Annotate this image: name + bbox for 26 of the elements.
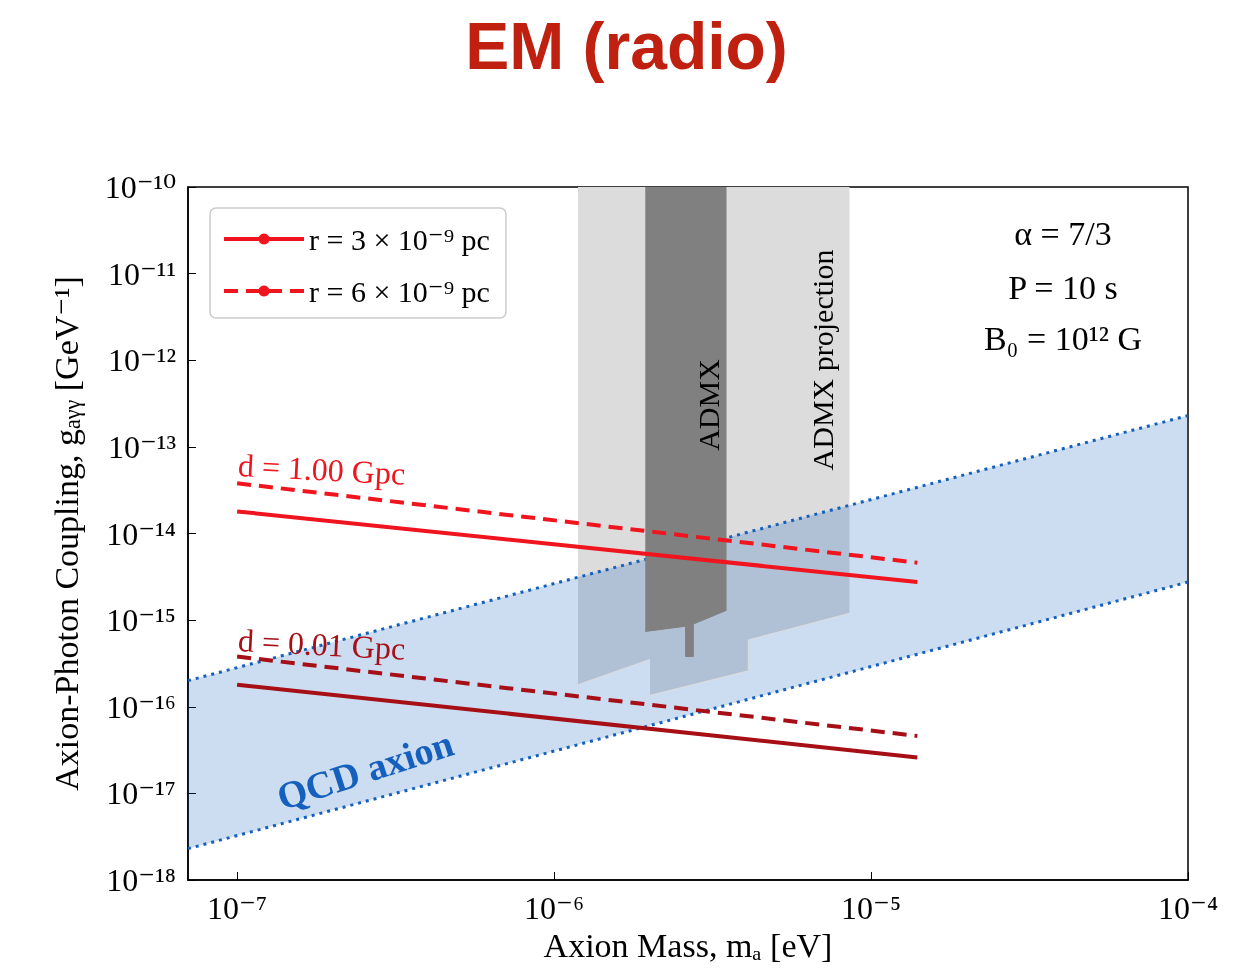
annotation: B₀ = 10¹² G — [983, 319, 1143, 357]
annotation: α = 7/3 — [1014, 214, 1112, 252]
x-axis-title: Axion Mass, mₐ [eV] — [543, 927, 833, 965]
annotation: d = 0.01 Gpc — [237, 622, 407, 667]
y-tick-label: 10⁻¹¹ — [107, 255, 176, 292]
y-tick-label: 10⁻¹⁶ — [106, 688, 176, 725]
y-axis-title: Axion-Photon Coupling, gaγγ [GeV⁻¹] — [47, 276, 85, 791]
x-tick-label: 10⁻⁷ — [207, 890, 268, 926]
x-tick-label: 10⁻⁵ — [841, 890, 902, 926]
chart-title: EM (radio) — [465, 9, 788, 83]
y-tick-label: 10⁻¹⁴ — [106, 515, 176, 552]
y-tick-label: 10⁻¹⁵ — [106, 602, 176, 639]
annotation: d = 1.00 Gpc — [237, 447, 407, 492]
annotation: ADMX — [691, 358, 725, 451]
y-tick-label: 10⁻¹³ — [107, 428, 176, 465]
x-tick-label: 10⁻⁴ — [1157, 890, 1219, 926]
y-tick-label: 10⁻¹² — [107, 342, 176, 379]
legend-label: r = 3 × 10⁻⁹ pc — [309, 222, 490, 256]
y-tick-label: 10⁻¹⁸ — [106, 862, 176, 898]
y-tick-label: 10⁻¹⁷ — [106, 775, 176, 812]
annotation: P = 10 s — [1008, 268, 1118, 306]
x-tick-label: 10⁻⁶ — [524, 890, 585, 926]
y-tick-label: 10⁻¹⁰ — [104, 169, 176, 205]
legend-label: r = 6 × 10⁻⁹ pc — [309, 274, 490, 308]
annotation: QCD axion — [271, 721, 459, 819]
annotation: ADMX projection — [805, 249, 839, 471]
